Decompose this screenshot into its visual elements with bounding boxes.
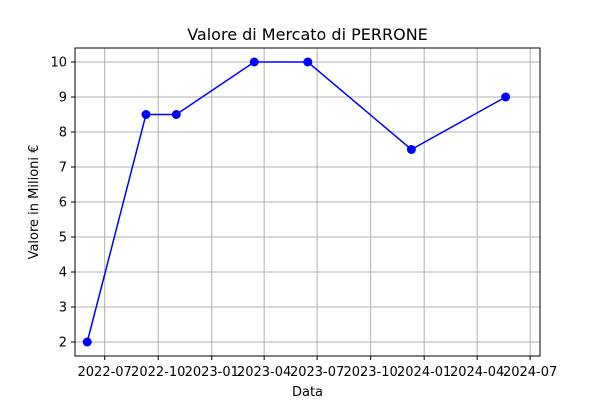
- y-axis-label: Valore in Milioni €: [27, 145, 42, 260]
- y-tick-label: 8: [59, 126, 67, 141]
- y-tick-label: 2: [59, 336, 67, 351]
- data-point: [141, 110, 151, 119]
- data-point: [249, 57, 259, 67]
- data-point: [171, 110, 181, 119]
- series-layer: [82, 57, 511, 347]
- x-axis-label: Data: [292, 385, 323, 400]
- data-point: [303, 57, 313, 67]
- y-tick-label: 4: [59, 266, 67, 281]
- x-tick-label: 2023-10: [343, 365, 397, 380]
- x-tick-label: 2023-01: [185, 365, 239, 380]
- y-tick-label: 3: [59, 301, 67, 316]
- x-tick-label: 2023-04: [237, 365, 291, 380]
- chart-title: Valore di Mercato di PERRONE: [187, 25, 428, 44]
- x-tick-label: 2022-07: [78, 365, 132, 380]
- data-point: [82, 337, 92, 347]
- data-point: [501, 92, 511, 102]
- y-tick-label: 6: [59, 196, 67, 211]
- data-point: [406, 145, 416, 154]
- x-tick-label: 2024-07: [503, 365, 557, 380]
- x-tick-label: 2023-07: [290, 365, 344, 380]
- y-tick-label: 5: [59, 231, 67, 246]
- x-tick-label: 2024-04: [450, 365, 504, 380]
- y-tick-label: 7: [59, 161, 67, 176]
- x-tick-label: 2024-01: [397, 365, 451, 380]
- grid: [75, 48, 540, 356]
- x-tick-label: 2022-10: [131, 365, 185, 380]
- y-tick-label: 10: [50, 56, 67, 71]
- y-tick-label: 9: [59, 91, 67, 106]
